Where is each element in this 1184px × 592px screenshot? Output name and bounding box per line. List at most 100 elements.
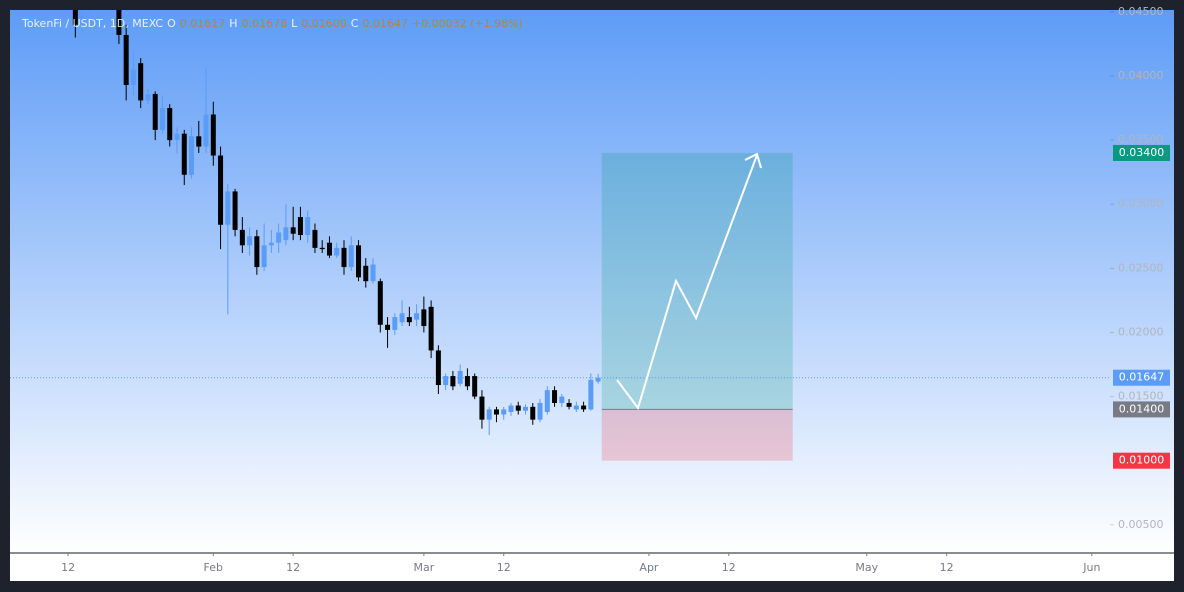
stop-label: 0.01000 [1119, 454, 1165, 467]
candle-body [508, 405, 514, 412]
candle-body [319, 247, 325, 250]
candle-body [145, 93, 151, 101]
x-tick-label: Apr [639, 561, 659, 574]
candle-body [370, 264, 376, 282]
target-label: 0.03400 [1119, 146, 1165, 159]
candle-body [268, 242, 274, 246]
candle-body [254, 236, 260, 268]
ohlc-value: 0.01600 [301, 17, 347, 30]
candle-body [123, 35, 129, 86]
x-tick-label: Jun [1082, 561, 1100, 574]
entry-label: 0.01400 [1119, 402, 1165, 415]
ohlc-label: H [229, 17, 237, 30]
x-tick-label: 12 [286, 561, 300, 574]
candle-body [283, 227, 289, 241]
x-tick-label: 12 [940, 561, 954, 574]
candle-body [348, 245, 354, 268]
ohlc-value: 0.01647 [362, 17, 408, 30]
target-zone [601, 152, 793, 410]
candle-body [581, 405, 587, 410]
candle-body [312, 229, 318, 248]
stop-zone [601, 409, 793, 461]
x-tick-label: Mar [413, 561, 434, 574]
candle-body [523, 406, 529, 411]
drawn-arrow [616, 154, 758, 411]
y-tick-label: 0.03500 [1118, 133, 1164, 146]
candle-body [203, 114, 209, 147]
candle-body [181, 133, 187, 175]
legend: TokenFi / USDT, 1D, MEXC O 0.01617 H 0.01678… [21, 17, 523, 30]
candle-body [72, 10, 78, 25]
candle-body [356, 245, 362, 278]
x-tick-label: 12 [61, 561, 75, 574]
candle-body [573, 405, 579, 410]
candle-body [501, 409, 507, 415]
x-tick-label: 12 [497, 561, 511, 574]
candle-body [530, 406, 536, 420]
entry-label-bg [1113, 401, 1170, 418]
candle-body [428, 306, 434, 351]
candle-body [130, 69, 136, 86]
candle-body [414, 313, 420, 320]
candle-body [290, 227, 296, 234]
candle-body [225, 191, 231, 225]
candle-body [138, 63, 144, 101]
candle-body [515, 405, 521, 411]
candle-body [232, 191, 238, 230]
candle-body [326, 242, 332, 256]
candle-body [377, 281, 383, 325]
candle-body [174, 133, 180, 141]
candle-body [210, 114, 216, 156]
y-tick-label: 0.01500 [1118, 390, 1164, 403]
y-tick-label: 0.00500 [1118, 518, 1164, 531]
candle-body [464, 376, 470, 387]
candle-body [544, 390, 550, 412]
candle-body [305, 217, 311, 236]
candle-body [276, 232, 282, 243]
candle-body [443, 376, 449, 386]
candle-body [595, 377, 601, 382]
candle-body [479, 396, 485, 420]
candle-body [334, 247, 340, 256]
last-price-label-bg [1113, 369, 1170, 386]
candle-body [297, 217, 303, 236]
change: +0.00032 (+1.98%) [412, 17, 523, 30]
candle-body [399, 313, 405, 323]
candle-body [385, 324, 391, 330]
candle-body [457, 370, 463, 384]
plot [10, 10, 1110, 461]
candle-body [486, 409, 492, 420]
candle-body [189, 136, 195, 175]
candle-body [247, 236, 253, 246]
candle-body [218, 155, 224, 225]
candle-body [537, 402, 543, 420]
candle-body [239, 229, 245, 246]
stop-label-bg [1113, 452, 1170, 469]
candle-body [472, 376, 478, 397]
x-tick-label: May [855, 561, 878, 574]
y-tick-label: 0.02500 [1118, 261, 1164, 274]
candle-body [392, 317, 398, 330]
candle-body [552, 390, 558, 403]
candle-body [406, 317, 412, 323]
ohlc-label: L [291, 17, 298, 30]
symbol: TokenFi / USDT, 1D, MEXC [21, 17, 163, 30]
price-axis: 0.04500 0.04000 0.03500 0.03000 0.02500 0.020… [1110, 5, 1170, 531]
ohlc-label: O [167, 17, 176, 30]
candle-body [116, 10, 122, 36]
ohlc-value: 0.01678 [242, 17, 288, 30]
x-tick-label: 12 [722, 561, 736, 574]
ohlc-value: 0.01617 [180, 17, 226, 30]
last-price-label: 0.01647 [1119, 371, 1165, 384]
time-axis [10, 553, 1174, 581]
y-tick-label: 0.02000 [1118, 325, 1164, 338]
x-tick-label: Feb [204, 561, 223, 574]
header: TokenFi / USDT, 1D, MEXC O 0.01617 H 0.01678… [21, 17, 523, 30]
candle-body [588, 379, 594, 410]
candle-body [566, 402, 572, 407]
candle-body [363, 265, 369, 282]
candle-body [341, 247, 347, 268]
candle-body [167, 108, 173, 141]
candle-body [435, 350, 441, 386]
